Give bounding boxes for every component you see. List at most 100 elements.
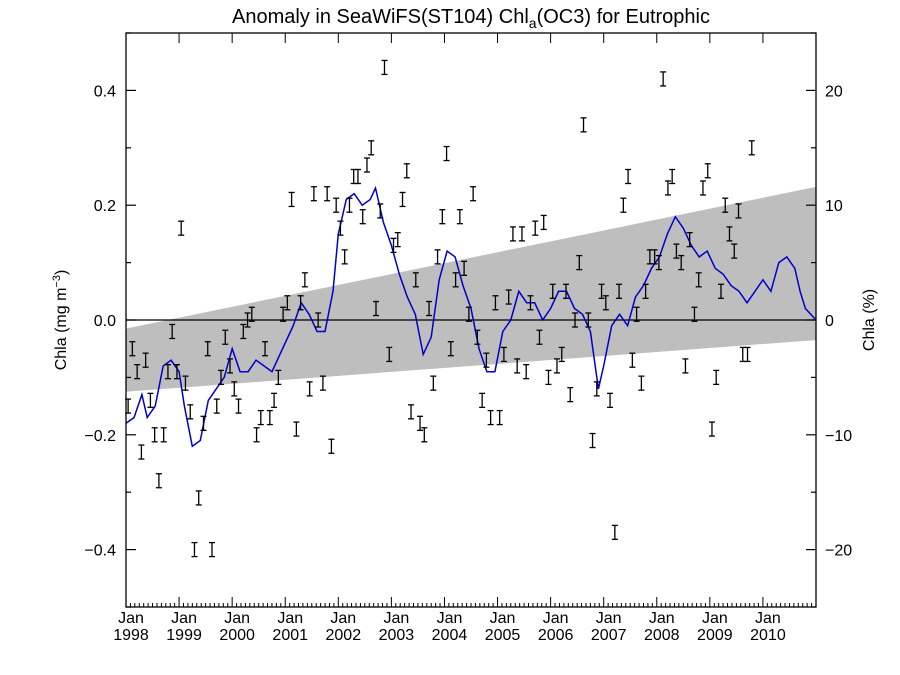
anomaly-marker [691, 306, 698, 322]
anomaly-marker [465, 306, 472, 322]
anomaly-marker [611, 524, 618, 541]
x-tick-label-year: 2007 [591, 627, 627, 644]
anomaly-marker [532, 220, 539, 236]
anomaly-marker [280, 306, 287, 322]
anomaly-marker [642, 283, 649, 299]
anomaly-marker [695, 272, 702, 288]
anomaly-marker [678, 254, 685, 271]
anomaly-marker [563, 283, 570, 299]
anomaly-marker [147, 392, 154, 409]
anomaly-marker [271, 392, 278, 409]
anomaly-marker [142, 352, 149, 368]
anomaly-marker [483, 352, 490, 368]
anomaly-marker [394, 231, 401, 248]
anomaly-marker [315, 312, 322, 328]
anomaly-marker [297, 295, 304, 311]
y-right-tick-label: −20 [825, 543, 852, 560]
anomaly-marker [235, 398, 242, 414]
anomaly-marker [527, 295, 534, 311]
anomaly-marker [576, 254, 583, 271]
anomaly-marker [731, 243, 738, 259]
anomaly-marker [536, 329, 543, 345]
axes-layer: 0.40.20.0−0.2−0.420100−10−20Jan1998Jan19… [84, 32, 852, 644]
anomaly-marker [363, 157, 370, 173]
anomaly-marker [625, 168, 632, 185]
y-left-tick-label: 0.4 [94, 83, 116, 100]
anomaly-marker [660, 71, 667, 87]
anomaly-marker [262, 341, 269, 357]
anomaly-marker [722, 197, 729, 213]
x-tick-label-year: 2008 [644, 627, 680, 644]
anomaly-marker [390, 237, 397, 254]
anomaly-marker [669, 168, 676, 185]
anomaly-marker [474, 329, 481, 345]
anomaly-marker [492, 295, 499, 311]
anomaly-marker [248, 306, 255, 322]
anomaly-marker [218, 369, 225, 386]
y-right-tick-label: 20 [825, 83, 843, 100]
x-tick-label-year: 2002 [326, 627, 362, 644]
anomaly-marker [664, 180, 671, 196]
anomaly-marker [434, 249, 441, 265]
anomaly-marker [447, 341, 454, 357]
x-tick-label-month: Jan [330, 610, 356, 627]
anomaly-marker [284, 295, 291, 311]
y-left-tick-label: −0.2 [84, 428, 116, 445]
y-left-tick-label: −0.4 [84, 543, 116, 560]
anomaly-marker [505, 289, 512, 305]
x-tick-label-year: 2009 [697, 627, 733, 644]
anomaly-marker [443, 145, 450, 162]
anomaly-marker [222, 329, 229, 345]
anomaly-marker [567, 386, 574, 403]
x-tick-label-month: Jan [755, 610, 781, 627]
x-tick-label-year: 2005 [485, 627, 521, 644]
y-axis-right-title: Chla (%) [861, 289, 878, 351]
anomaly-marker [514, 358, 521, 374]
anomaly-marker [713, 369, 720, 386]
anomaly-marker [187, 404, 194, 420]
anomaly-marker [439, 209, 446, 225]
anomaly-marker [253, 427, 260, 443]
x-tick-label-year: 2004 [432, 627, 468, 644]
y-right-tick-label: −10 [825, 428, 852, 445]
y-right-tick-label: 10 [825, 198, 843, 215]
anomaly-marker [629, 352, 636, 368]
anomaly-marker [324, 186, 331, 202]
y-left-tick-label: 0.2 [94, 198, 116, 215]
anomaly-marker [602, 295, 609, 311]
anomaly-marker [470, 186, 477, 202]
anomaly-marker [204, 341, 211, 357]
anomaly-marker [673, 243, 680, 259]
anomaly-marker [655, 254, 662, 271]
anomaly-marker [341, 249, 348, 265]
x-tick-label-year: 2003 [379, 627, 415, 644]
anomaly-marker [540, 214, 547, 231]
anomaly-marker [585, 312, 592, 328]
anomaly-marker [572, 312, 579, 328]
anomaly-marker [744, 346, 751, 363]
anomaly-marker [386, 346, 393, 363]
anomaly-marker [200, 415, 207, 431]
x-tick-label-month: Jan [383, 610, 409, 627]
anomaly-marker [607, 392, 614, 409]
x-tick-label-year: 1998 [113, 627, 149, 644]
anomaly-marker [558, 346, 565, 363]
anomaly-marker [430, 375, 437, 391]
anomaly-marker [403, 163, 410, 179]
anomaly-marker [310, 186, 317, 202]
anomaly-marker [509, 226, 516, 242]
anomaly-marker [178, 220, 185, 236]
anomaly-marker [381, 59, 388, 76]
anomaly-marker [682, 358, 689, 374]
anomaly-marker [726, 226, 733, 242]
anomaly-marker [182, 375, 189, 391]
x-tick-label-month: Jan [490, 610, 516, 627]
anomaly-marker [208, 541, 215, 558]
anomaly-marker [359, 209, 366, 225]
monthly-markers-layer [125, 59, 755, 558]
anomaly-marker [549, 283, 556, 299]
x-tick-label-month: Jan [118, 610, 144, 627]
anomaly-marker [377, 203, 384, 219]
x-tick-label-month: Jan [649, 610, 675, 627]
anomaly-marker [620, 197, 627, 213]
